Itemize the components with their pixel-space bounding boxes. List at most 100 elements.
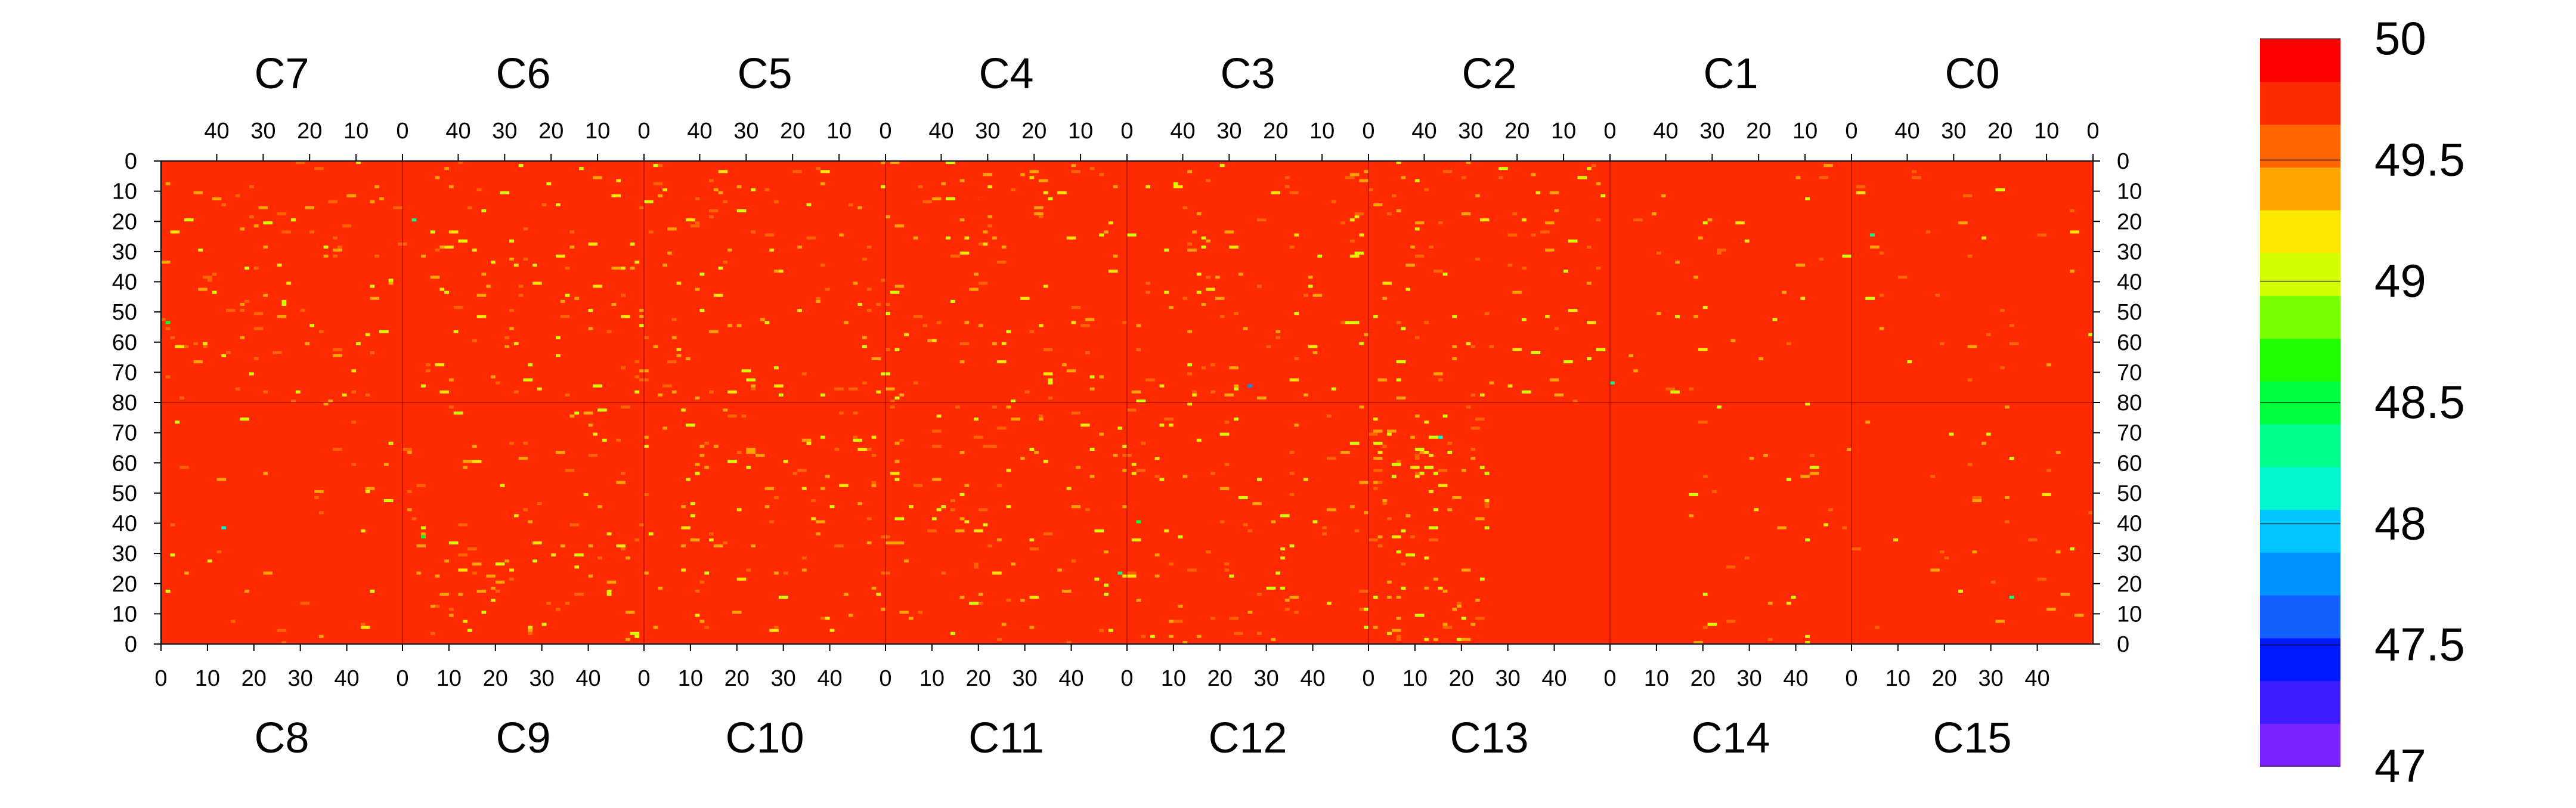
- heatmap-cell: [1271, 637, 1276, 641]
- heatmap-cell: [695, 589, 700, 593]
- heatmap-cell: [165, 182, 171, 185]
- heatmap-cell: [333, 354, 342, 358]
- heatmap-cell: [704, 466, 710, 469]
- heatmap-cell: [1312, 608, 1323, 611]
- top-x-tick-label: 30: [492, 119, 517, 144]
- heatmap-cell: [1531, 173, 1536, 177]
- colorbar-band: [2260, 295, 2340, 339]
- heatmap-cell: [1219, 432, 1230, 436]
- heatmap-cell: [1229, 366, 1239, 370]
- heatmap-cell: [509, 309, 514, 312]
- heatmap-cell: [1572, 302, 1578, 306]
- heatmap-cell: [444, 167, 449, 171]
- heatmap-cell: [1034, 212, 1044, 216]
- heatmap-cell: [941, 460, 951, 463]
- heatmap-cell: [690, 466, 695, 469]
- heatmap-cell: [1870, 233, 1875, 237]
- heatmap-cell: [973, 602, 983, 605]
- heatmap-cell: [1192, 393, 1197, 397]
- heatmap-cell: [1429, 245, 1434, 249]
- left-y-tick-label: 20: [112, 209, 137, 234]
- heatmap-cell: [1693, 315, 1698, 318]
- heatmap-cell: [1535, 191, 1541, 194]
- heatmap-cell: [992, 444, 997, 448]
- top-x-tick-label: 20: [297, 119, 322, 144]
- heatmap-cell: [1131, 472, 1137, 475]
- heatmap-cell: [644, 444, 649, 448]
- heatmap-cell: [281, 640, 287, 644]
- bottom-x-tick-label: 30: [288, 666, 313, 691]
- bottom-chip-label: C12: [1208, 714, 1287, 762]
- heatmap-cell: [764, 233, 775, 237]
- heatmap-cell: [402, 447, 412, 451]
- heatmap-cell: [226, 309, 236, 312]
- heatmap-cell: [453, 330, 459, 333]
- heatmap-cell: [1113, 254, 1118, 258]
- heatmap-cell: [866, 245, 872, 249]
- right-y-tick-label: 0: [2117, 632, 2129, 657]
- heatmap-cell: [1340, 321, 1346, 324]
- heatmap-cell: [987, 185, 993, 188]
- heatmap-cell: [1349, 239, 1355, 243]
- heatmap-cell: [495, 562, 505, 566]
- heatmap-cell: [421, 254, 426, 258]
- heatmap-cell: [806, 203, 812, 206]
- right-y-tick-label: 20: [2117, 209, 2142, 234]
- heatmap-cell: [2070, 547, 2075, 551]
- heatmap-cell: [1066, 236, 1076, 240]
- heatmap-cell: [528, 363, 533, 367]
- heatmap-cell: [165, 327, 171, 330]
- heatmap-cell: [1693, 640, 1703, 644]
- heatmap-cell: [704, 626, 710, 629]
- heatmap-cell: [658, 164, 663, 168]
- heatmap-cell: [686, 478, 691, 481]
- heatmap-cell: [699, 580, 705, 584]
- heatmap-cell: [946, 161, 955, 165]
- heatmap-cell: [1470, 457, 1476, 460]
- heatmap-cell: [2055, 336, 2061, 339]
- heatmap-cell: [1870, 245, 1880, 249]
- heatmap-cell: [1359, 179, 1368, 182]
- heatmap-cell: [1303, 393, 1308, 397]
- heatmap-cell: [1452, 345, 1457, 348]
- heatmap-cell: [1043, 372, 1053, 376]
- right-y-tick-label: 50: [2117, 481, 2142, 506]
- heatmap-cell: [908, 505, 914, 509]
- heatmap-cell: [2055, 550, 2061, 554]
- heatmap-cell: [886, 348, 890, 351]
- heatmap-cell: [1373, 441, 1383, 445]
- heatmap-cell: [1879, 251, 1884, 255]
- heatmap-cell: [476, 589, 487, 593]
- heatmap-cell: [774, 366, 779, 370]
- heatmap-cell: [2009, 342, 2019, 345]
- heatmap-cell: [2088, 312, 2093, 315]
- heatmap-cell: [574, 296, 579, 300]
- heatmap-cell: [792, 484, 798, 487]
- heatmap-cell: [1786, 478, 1791, 481]
- heatmap-cell: [541, 623, 547, 626]
- heatmap-cell: [1289, 191, 1299, 194]
- heatmap-cell: [978, 242, 983, 246]
- heatmap-cell: [1507, 384, 1513, 388]
- heatmap-cell: [597, 556, 602, 560]
- heatmap-cell: [621, 472, 626, 475]
- heatmap-cell: [1707, 623, 1717, 626]
- heatmap-cell: [318, 634, 324, 638]
- heatmap-cell: [820, 617, 825, 620]
- heatmap-cell: [1758, 357, 1764, 361]
- heatmap-cell: [783, 460, 788, 463]
- heatmap-cell: [532, 264, 537, 267]
- colorbar-band: [2260, 552, 2340, 596]
- heatmap-cell: [760, 454, 765, 457]
- heatmap-cell: [983, 444, 993, 448]
- heatmap-cell: [509, 239, 514, 243]
- heatmap-cell: [337, 245, 342, 249]
- heatmap-cell: [630, 267, 635, 270]
- heatmap-cell: [1206, 239, 1211, 243]
- heatmap-cell: [569, 414, 575, 418]
- heatmap-cell: [1108, 270, 1118, 273]
- heatmap-cell: [1981, 441, 1986, 445]
- heatmap-cell: [1401, 586, 1406, 590]
- heatmap-cell: [1424, 637, 1429, 641]
- heatmap-cell: [1122, 321, 1127, 324]
